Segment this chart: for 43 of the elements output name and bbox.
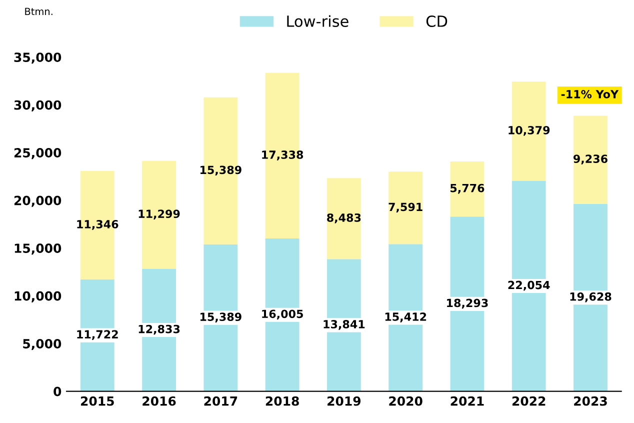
x-tick-label: 2022 <box>512 396 546 406</box>
bar <box>388 172 423 244</box>
data-label: 8,483 <box>327 213 361 224</box>
y-tick-label: 30,000 <box>14 100 62 112</box>
bar <box>326 178 361 260</box>
bar <box>450 161 484 217</box>
data-label: 12,833 <box>138 324 180 335</box>
data-label: 10,379 <box>508 126 550 136</box>
x-tick-label: 2019 <box>328 396 361 406</box>
y-tick-label: 25,000 <box>14 148 62 160</box>
x-tick-label: 2020 <box>389 396 422 406</box>
x-tick-label: 2021 <box>450 396 484 406</box>
data-label: 15,389 <box>200 312 242 322</box>
data-label: 15,389 <box>200 166 242 176</box>
data-label: 15,412 <box>385 312 426 322</box>
annotation: -11% YoY <box>561 90 619 98</box>
data-label: 11,722 <box>77 330 118 340</box>
y-tick-label: 5,000 <box>23 339 62 350</box>
data-label: 19,628 <box>570 292 612 302</box>
data-label: 13,841 <box>324 320 365 330</box>
y-tick-label: 0 <box>54 386 62 396</box>
data-label: 5,776 <box>450 184 484 194</box>
data-label: 18,293 <box>447 298 488 309</box>
data-label: 11,299 <box>138 210 180 220</box>
bar <box>574 116 608 204</box>
x-tick-label: 2023 <box>574 396 607 406</box>
legend-label: CD <box>426 15 448 28</box>
data-label: 17,338 <box>262 150 304 160</box>
y-axis-title: Btmn. <box>25 8 52 15</box>
y-tick-label: 20,000 <box>14 196 62 207</box>
legend-label: Low-rise <box>287 15 348 28</box>
x-tick-label: 2018 <box>266 396 299 406</box>
data-label: 22,054 <box>508 280 550 291</box>
x-tick-label: 2016 <box>142 396 176 406</box>
data-label: 9,236 <box>574 154 608 164</box>
data-label: 16,005 <box>262 310 303 320</box>
x-tick-label: 2017 <box>204 396 238 406</box>
y-tick-label: 35,000 <box>14 52 62 64</box>
data-label: 7,591 <box>388 202 422 213</box>
x-tick-label: 2015 <box>80 396 114 406</box>
data-label: 11,346 <box>77 220 118 230</box>
y-tick-label: 10,000 <box>14 291 62 302</box>
y-tick-label: 15,000 <box>14 244 62 255</box>
